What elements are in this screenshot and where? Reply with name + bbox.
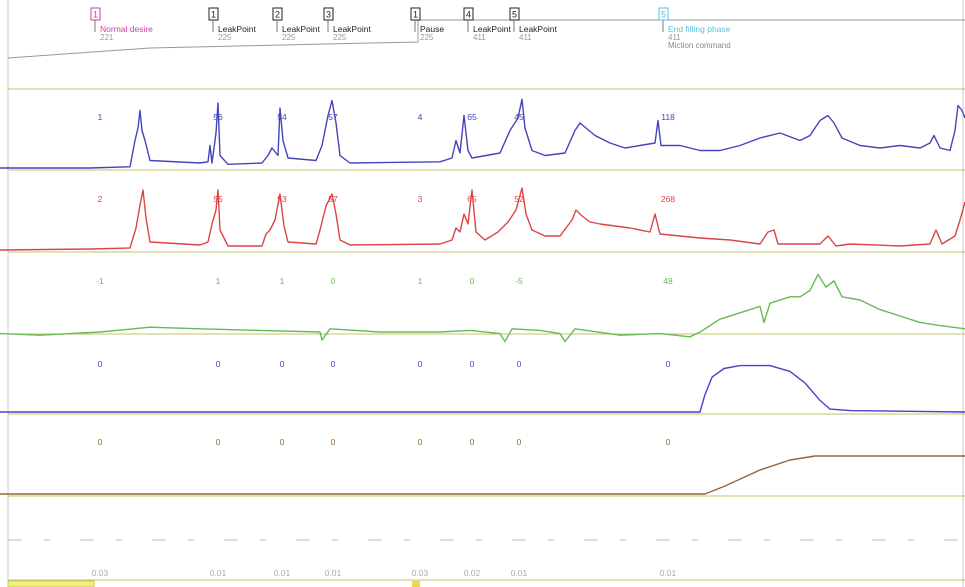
- channel-value-label: 0: [280, 437, 285, 447]
- channel-value-label: 0: [216, 437, 221, 447]
- event-label: Normal desire: [100, 24, 153, 34]
- channel-value-label: 56: [213, 112, 223, 122]
- event-marker-number: 5: [661, 10, 666, 20]
- event-value: 225: [420, 33, 434, 42]
- channel-value-label: 53: [277, 194, 287, 204]
- event-marker-number: 1: [413, 10, 418, 20]
- channel-value-label: 2: [98, 194, 103, 204]
- channel-value-label: 1: [280, 276, 285, 286]
- bottom-value-label: 0.01: [325, 568, 342, 578]
- event-marker-number: 3: [326, 10, 331, 20]
- event-value: 411: [473, 33, 486, 42]
- bottom-value-label: 0.01: [511, 568, 528, 578]
- channel-value-label: 0: [517, 359, 522, 369]
- channel-value-label: 0: [666, 437, 671, 447]
- channel-trace: [0, 364, 965, 413]
- channel-value-label: 52: [514, 194, 524, 204]
- event-extra-label: Miction command: [668, 41, 731, 50]
- bottom-value-label: 0.01: [660, 568, 677, 578]
- channel-value-label: 0: [331, 359, 336, 369]
- channel-value-label: 268: [661, 194, 675, 204]
- bottom-value-label: 0.03: [412, 568, 429, 578]
- timeline-marker: [412, 581, 420, 587]
- event-value: 225: [218, 33, 232, 42]
- channel-value-label: 0: [98, 359, 103, 369]
- filling-track-line: [7, 19, 965, 59]
- channel-value-label: 118: [661, 112, 675, 122]
- bottom-track: 0.03 0.01 0.01 0.01 0.03 0.02 0.01 0.01: [7, 539, 965, 587]
- event-label: LeakPoint: [218, 24, 256, 34]
- event-label: Pause: [420, 24, 444, 34]
- channel-trace: [0, 455, 965, 495]
- channel-value-label: -1: [96, 276, 104, 286]
- event-value: 221: [100, 33, 114, 42]
- event-label: LeakPoint: [282, 24, 320, 34]
- channel-value-label: 55: [213, 194, 223, 204]
- channel-value-label: 0: [666, 359, 671, 369]
- event-label: End filling phase: [668, 24, 731, 34]
- event-label: LeakPoint: [473, 24, 511, 34]
- channel-value-label: 0: [470, 276, 475, 286]
- channel-value-label: 48: [663, 276, 673, 286]
- channel-value-label: 54: [277, 112, 287, 122]
- event-value: 225: [282, 33, 296, 42]
- event-marker-number: 2: [275, 10, 280, 20]
- bottom-value-label: 0.03: [92, 568, 109, 578]
- channel-value-label: 0: [470, 359, 475, 369]
- channel-value-label: 0: [331, 437, 336, 447]
- channel-value-label: 0: [418, 437, 423, 447]
- channel-value-label: 3: [418, 194, 423, 204]
- event-marker-number: 4: [466, 10, 471, 20]
- event-marker-number: 5: [512, 10, 517, 20]
- channel-value-label: 0: [98, 437, 103, 447]
- event-value: 411: [668, 33, 681, 42]
- event-label: LeakPoint: [519, 24, 557, 34]
- channel-value-label: 0: [418, 359, 423, 369]
- channel-value-label: 4: [418, 112, 423, 122]
- channel-trace: [0, 273, 965, 343]
- channel-value-label: 0: [517, 437, 522, 447]
- channel-value-label: 1: [216, 276, 221, 286]
- channel-trace: [0, 98, 965, 169]
- bottom-value-label: 0.01: [274, 568, 291, 578]
- bottom-value-label: 0.01: [210, 568, 227, 578]
- channel-value-label: 57: [328, 194, 338, 204]
- channel-value-label: 0: [280, 359, 285, 369]
- event-value: 411: [519, 33, 532, 42]
- event-value: 225: [333, 33, 347, 42]
- timeline-highlight: [7, 580, 95, 587]
- channel-value-label: 1: [418, 276, 423, 286]
- channel-value-label: 1: [98, 112, 103, 122]
- event-marker-number: 1: [211, 10, 216, 20]
- channel-value-label: -5: [515, 276, 523, 286]
- bottom-value-label: 0.02: [464, 568, 481, 578]
- event-label: LeakPoint: [333, 24, 371, 34]
- channel-value-label: 0: [331, 276, 336, 286]
- channel-value-label: 45: [514, 112, 524, 122]
- channel-value-label: 0: [216, 359, 221, 369]
- channel-value-label: 0: [470, 437, 475, 447]
- event-marker-number: 1: [93, 10, 98, 20]
- channel-value-label: 57: [328, 112, 338, 122]
- channel-traces: 1 56 54 57 4 65 45 118 2 55 53 57 3 65 52 268 -1 1 1 0 1 0 -5 4…: [0, 98, 965, 495]
- channel-trace: [0, 187, 965, 251]
- chart-frame: [7, 0, 965, 587]
- channel-value-label: 65: [467, 194, 477, 204]
- channel-value-label: 65: [467, 112, 477, 122]
